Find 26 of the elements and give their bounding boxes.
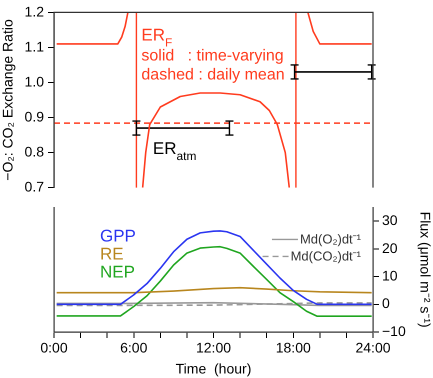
series-label: NEP xyxy=(100,262,135,282)
y2-tick-label: −10 xyxy=(382,322,406,339)
series-label: GPP xyxy=(100,226,136,246)
y2-tick-label: 10 xyxy=(382,267,398,284)
y-axis-title: −O₂: CO₂ Exchange Ratio xyxy=(0,19,16,181)
x-tick-label: 24:00 xyxy=(355,339,391,356)
y-tick-label: 1.1 xyxy=(24,38,44,54)
y2-tick-label: 30 xyxy=(382,212,398,228)
y2-tick-label: 20 xyxy=(382,240,398,256)
legend-label: Md(O₂)dt⁻¹ xyxy=(300,231,362,246)
annotation: dashed : daily mean xyxy=(141,66,285,84)
y-tick-label: 0.7 xyxy=(24,178,44,194)
y2-tick-label: 0 xyxy=(382,295,390,312)
x-axis-title: Time (hour) xyxy=(176,360,252,376)
y-tick-label: 1.2 xyxy=(24,3,44,20)
x-tick-label: 12:00 xyxy=(196,339,232,356)
series-label: RE xyxy=(100,244,124,264)
annotation: solid : time-varying xyxy=(141,47,284,64)
y2-axis-title: Flux (μmol m⁻² s⁻¹) xyxy=(418,212,433,328)
y-tick-label: 0.9 xyxy=(24,108,44,124)
x-tick-label: 18:00 xyxy=(276,339,311,356)
y-tick-label: 0.8 xyxy=(24,143,44,160)
x-tick-label: 6:00 xyxy=(120,339,148,356)
x-tick-label: 0:00 xyxy=(40,339,68,356)
y-tick-label: 1.0 xyxy=(24,73,44,90)
legend-label: Md(CO₂)dt⁻¹ xyxy=(290,248,362,264)
